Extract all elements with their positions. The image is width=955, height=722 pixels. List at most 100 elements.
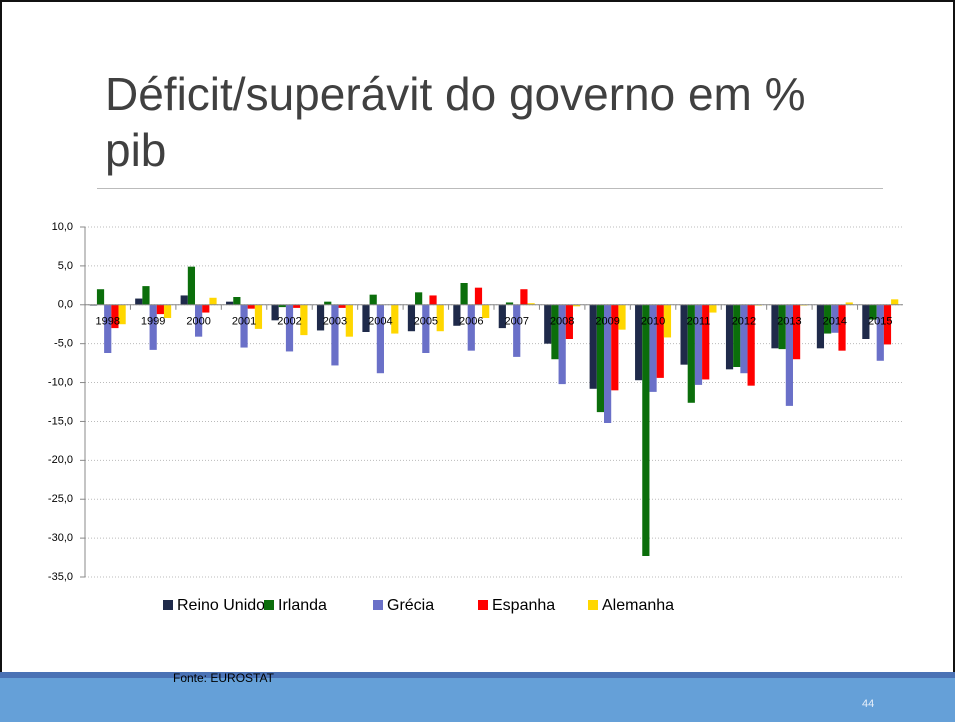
bar [702,304,710,380]
legend-swatch [373,600,383,610]
bar [376,304,384,374]
bar [498,304,506,329]
x-tick-label: 2014 [823,316,847,328]
bar [278,304,286,308]
footer-band [0,678,955,722]
bar [369,294,377,305]
x-tick-label: 2005 [414,316,438,328]
legend-label: Alemanha [602,597,674,614]
bar [656,304,664,378]
bar [513,304,521,357]
legend-label: Irlanda [278,597,327,614]
bar [709,304,717,313]
bar [891,299,899,305]
bar [240,304,248,348]
x-tick-label: 2010 [641,316,665,328]
bar [247,304,255,309]
source: Fonte: EUROSTAT [173,671,274,685]
x-tick-label: 2001 [232,316,256,328]
legend-swatch [588,600,598,610]
bar [725,304,734,370]
bar [883,304,892,345]
bar [180,295,188,305]
title-rule [97,188,883,189]
bar [316,304,325,331]
bar [604,304,612,423]
bar [271,304,279,321]
legend-label: Reino Unido [177,597,265,614]
bar [862,304,870,339]
bar [747,304,755,386]
x-tick-label: 2008 [550,316,574,328]
bar [589,304,597,389]
bar [436,304,444,332]
y-tick-label: 10,0 [52,221,73,233]
bar [876,304,884,361]
bar [544,304,552,344]
bar [869,304,877,320]
y-tick-label: -30,0 [48,532,73,544]
x-tick-label: 2015 [868,316,892,328]
x-tick-label: 2002 [277,316,301,328]
x-tick-label: 2012 [732,316,756,328]
bar [505,302,514,305]
bar [209,297,217,305]
y-tick-label: -25,0 [48,493,73,505]
bar [104,304,112,353]
x-tick-label: 2009 [595,316,619,328]
bar [338,304,346,308]
bar [551,304,559,360]
bar [663,304,672,338]
x-tick-label: 2013 [777,316,801,328]
bar [345,304,353,337]
bar [572,304,581,307]
bar [118,304,126,325]
bar [785,304,793,406]
bar [467,304,475,351]
bar [694,304,703,385]
bar [429,295,437,305]
x-tick-label: 1999 [141,316,165,328]
y-tick-label: 5,0 [58,260,73,272]
bar [596,304,605,413]
bar [635,304,643,381]
legend-swatch [478,600,488,610]
bar [520,289,528,305]
bar [96,289,105,305]
bar [618,304,626,330]
bar [226,301,234,305]
bar [778,304,786,350]
bar [642,304,650,556]
bar [824,304,832,334]
legend-swatch [264,600,274,610]
y-tick-label: -10,0 [48,376,73,388]
slide-title: Déficit/superávit do governo em % pib [105,68,806,176]
bar [816,304,825,349]
bar [407,304,416,332]
bar [453,304,461,326]
y-tick-label: 0,0 [58,299,73,311]
bar [792,304,801,360]
bar [187,266,196,305]
bar [163,304,172,318]
bar [565,304,573,339]
bar [285,304,294,352]
bar [482,304,490,318]
x-tick-label: 2006 [459,316,483,328]
bar [474,287,483,305]
y-tick-label: -20,0 [48,454,73,466]
bar [680,304,688,365]
bar [135,298,143,305]
legend-swatch [163,600,173,610]
legend-label: Grécia [387,597,434,614]
x-tick-label: 2011 [687,316,711,328]
footer-strip [0,672,955,678]
bar [527,303,535,305]
bar [649,304,657,392]
bar [156,304,164,315]
bar [233,297,241,305]
bar [300,304,308,336]
bar [845,302,853,305]
